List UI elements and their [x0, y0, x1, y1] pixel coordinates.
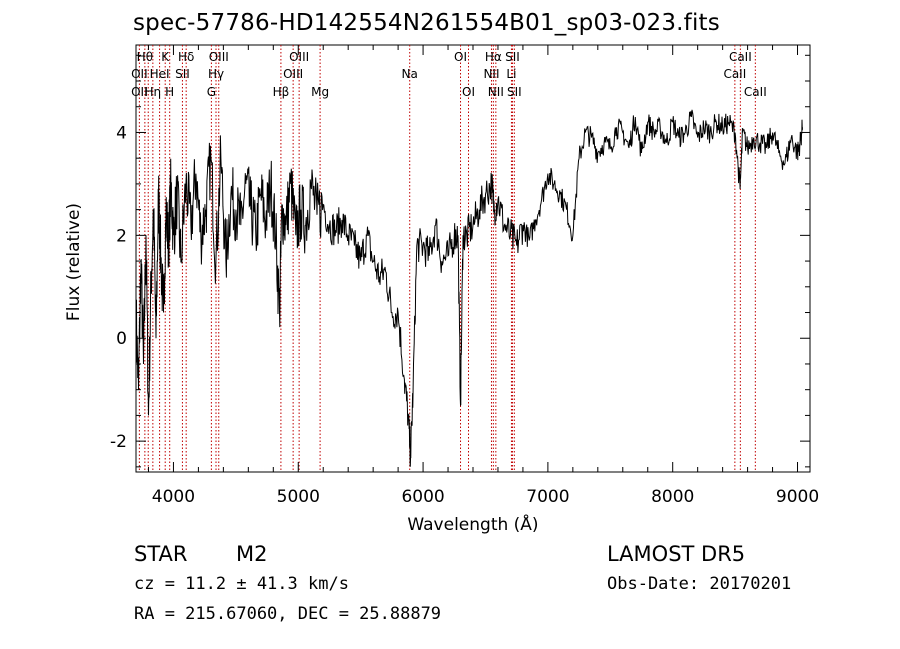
object-class: STAR [134, 542, 188, 566]
chart-title: spec-57786-HD142554N261554B01_sp03-023.f… [133, 10, 720, 36]
line-label-9-2: G [207, 85, 216, 99]
y-axis: -2 0 2 4 [110, 54, 810, 468]
line-label-22-1: Li [506, 67, 516, 81]
line-label-3-2: Hη [145, 85, 162, 99]
line-label-27-2: CaII [744, 85, 767, 99]
line-label-1-0: Hθ [137, 50, 153, 64]
line-label-11-0: OIII [209, 50, 229, 64]
plot-frame [135, 44, 811, 473]
spectral-line-markers [138, 45, 756, 472]
line-label-24-2: SII [507, 85, 522, 99]
x-tick-label-9000: 9000 [776, 487, 819, 507]
line-label-25-1: CaII [723, 67, 746, 81]
spectrum-series-line [135, 109, 803, 467]
line-label-18-2: OI [462, 85, 475, 99]
y-tick-label--2: -2 [110, 432, 127, 452]
x-axis: 4000 5000 6000 7000 8000 9000 [147, 45, 819, 507]
line-label-8-0: Hδ [178, 50, 194, 64]
x-tick-label-6000: 6000 [401, 487, 444, 507]
x-tick-label-5000: 5000 [277, 487, 320, 507]
y-tick-label-0: 0 [116, 329, 127, 349]
line-label-15-2: Mg [311, 85, 329, 99]
line-label-21-2: NII [488, 85, 504, 99]
line-label-12-2: Hβ [273, 85, 290, 99]
line-label-13-1: OIII [283, 67, 303, 81]
x-tick-label-8000: 8000 [651, 487, 694, 507]
line-label-14-0: OIII [289, 50, 309, 64]
x-tick-label-4000: 4000 [152, 487, 195, 507]
line-label-26-0: CaII [729, 50, 752, 64]
line-label-6-2: H [165, 85, 174, 99]
x-axis-label: Wavelength (Å) [407, 513, 538, 535]
line-label-23-0: SII [505, 50, 520, 64]
obs-date: Obs-Date: 20170201 [607, 574, 792, 594]
line-label-16-1: Na [402, 67, 418, 81]
y-tick-label-4: 4 [116, 123, 127, 143]
spectral-line-labels: OIIOIIHθHηHeIKHSIIHδGHγOIIIHβOIIIOIIIMgN… [131, 50, 767, 99]
coordinates: RA = 215.67060, DEC = 25.88879 [134, 604, 442, 624]
line-label-10-1: Hγ [208, 67, 224, 81]
x-tick-label-7000: 7000 [526, 487, 569, 507]
line-label-0-2: OII [131, 85, 148, 99]
line-label-20-0: Hα [485, 50, 502, 64]
subclass: M2 [236, 542, 268, 566]
survey-name: LAMOST DR5 [607, 542, 746, 566]
line-label-19-1: NII [483, 67, 499, 81]
line-label-5-0: K [161, 50, 170, 64]
line-label-7-1: SII [175, 67, 190, 81]
line-label-4-1: HeI [150, 67, 170, 81]
y-tick-label-2: 2 [116, 226, 127, 246]
line-label-0-1: OII [131, 67, 148, 81]
redshift-value: cz = 11.2 ± 41.3 km/s [134, 574, 349, 594]
y-axis-label: Flux (relative) [64, 203, 84, 321]
line-label-17-0: OI [454, 50, 467, 64]
